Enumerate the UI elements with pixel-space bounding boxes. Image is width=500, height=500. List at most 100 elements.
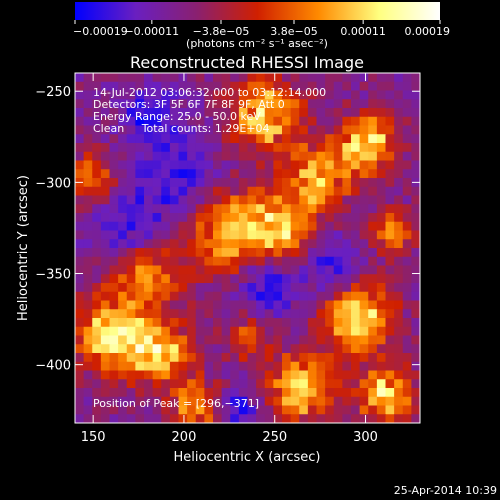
heatmap-cell xyxy=(333,73,343,83)
heatmap-cell xyxy=(221,108,231,118)
heatmap-cell xyxy=(368,414,378,423)
heatmap-cell xyxy=(333,396,343,407)
heatmap-cell xyxy=(247,73,257,83)
heatmap-cell xyxy=(411,143,420,153)
heatmap-cell xyxy=(282,318,292,328)
heatmap-cell xyxy=(204,361,214,372)
heatmap-cell xyxy=(221,248,231,258)
heatmap-cell xyxy=(290,283,300,293)
heatmap-cell xyxy=(109,265,119,275)
heatmap-cell xyxy=(333,274,343,284)
heatmap-cell xyxy=(109,274,119,284)
heatmap-cell xyxy=(325,256,335,267)
heatmap-cell xyxy=(161,414,171,423)
heatmap-cell xyxy=(213,90,223,100)
heatmap-cell xyxy=(351,309,361,319)
heatmap-cell xyxy=(126,414,136,423)
heatmap-cell xyxy=(307,353,318,363)
heatmap-cell xyxy=(100,405,111,415)
heatmap-cell xyxy=(152,388,162,398)
heatmap-cell xyxy=(187,344,197,354)
heatmap-cell xyxy=(204,195,214,205)
heatmap-cell xyxy=(100,283,111,293)
heatmap-cell xyxy=(187,256,197,267)
heatmap-cell xyxy=(299,213,309,223)
heatmap-cell xyxy=(144,265,154,275)
heatmap-cell xyxy=(144,396,154,407)
heatmap-cell xyxy=(221,405,231,415)
heatmap-cell xyxy=(273,116,283,127)
heatmap-cell xyxy=(273,186,283,197)
heatmap-cell xyxy=(109,326,119,337)
heatmap-cell xyxy=(402,160,412,170)
heatmap-cell xyxy=(359,186,369,197)
heatmap-cell xyxy=(169,396,180,407)
heatmap-cell xyxy=(299,388,309,398)
colorbar-gradient xyxy=(75,2,440,20)
heatmap-cell xyxy=(213,414,223,423)
heatmap-cell xyxy=(333,178,343,188)
heatmap-cell xyxy=(351,379,361,389)
heatmap-cell xyxy=(187,160,197,170)
heatmap-cell xyxy=(316,335,326,345)
heatmap-cell xyxy=(187,178,197,188)
heatmap-cell xyxy=(126,204,136,214)
heatmap-cell xyxy=(247,160,257,170)
heatmap-cell xyxy=(316,221,326,232)
heatmap-cell xyxy=(247,239,257,249)
heatmap-cell xyxy=(83,344,93,354)
heatmap-cell xyxy=(368,186,378,197)
heatmap-cell xyxy=(411,151,420,162)
heatmap-cell xyxy=(385,265,395,275)
heatmap-cell xyxy=(221,370,231,380)
heatmap-cell xyxy=(109,213,119,223)
heatmap-cell xyxy=(411,99,420,109)
heatmap-cell xyxy=(126,379,136,389)
heatmap-cell xyxy=(204,73,214,83)
heatmap-cell xyxy=(273,256,283,267)
heatmap-cell xyxy=(221,326,231,337)
heatmap-cell xyxy=(376,134,387,144)
heatmap-cell xyxy=(230,265,240,275)
heatmap-cell xyxy=(273,248,283,258)
heatmap-cell xyxy=(213,256,223,267)
heatmap-cell xyxy=(359,388,369,398)
heatmap-cell xyxy=(75,370,85,380)
heatmap-cell xyxy=(144,326,154,337)
heatmap-cell xyxy=(402,90,412,100)
heatmap-cell xyxy=(135,361,145,372)
heatmap-cell xyxy=(178,388,188,398)
heatmap-cell xyxy=(83,213,93,223)
heatmap-cell xyxy=(238,388,249,398)
heatmap-cell xyxy=(83,151,93,162)
heatmap-cell xyxy=(118,73,128,83)
heatmap-cell xyxy=(256,248,266,258)
heatmap-cell xyxy=(376,90,387,100)
heatmap-cell xyxy=(273,151,283,162)
heatmap-cell xyxy=(238,344,249,354)
heatmap-cell xyxy=(221,388,231,398)
heatmap-cell xyxy=(256,361,266,372)
heatmap-cell xyxy=(359,396,369,407)
heatmap-cell xyxy=(376,221,387,232)
heatmap-cell xyxy=(256,221,266,232)
heatmap-cell xyxy=(238,230,249,240)
heatmap-cell xyxy=(126,221,136,232)
heatmap-cell xyxy=(411,283,420,293)
heatmap-cell xyxy=(247,248,257,258)
heatmap-cell xyxy=(109,379,119,389)
heatmap-cell xyxy=(264,388,274,398)
heatmap-cell xyxy=(109,353,119,363)
heatmap-cell xyxy=(195,108,205,118)
heatmap-cell xyxy=(221,265,231,275)
heatmap-cell xyxy=(100,81,111,92)
heatmap-cell xyxy=(221,151,231,162)
heatmap-cell xyxy=(256,256,266,267)
heatmap-cell xyxy=(75,143,85,153)
heatmap-cell xyxy=(264,361,274,372)
heatmap-cell xyxy=(118,291,128,302)
heatmap-cell xyxy=(402,99,412,109)
heatmap-cell xyxy=(351,213,361,223)
heatmap-cell xyxy=(221,143,231,153)
heatmap-cell xyxy=(264,414,274,423)
